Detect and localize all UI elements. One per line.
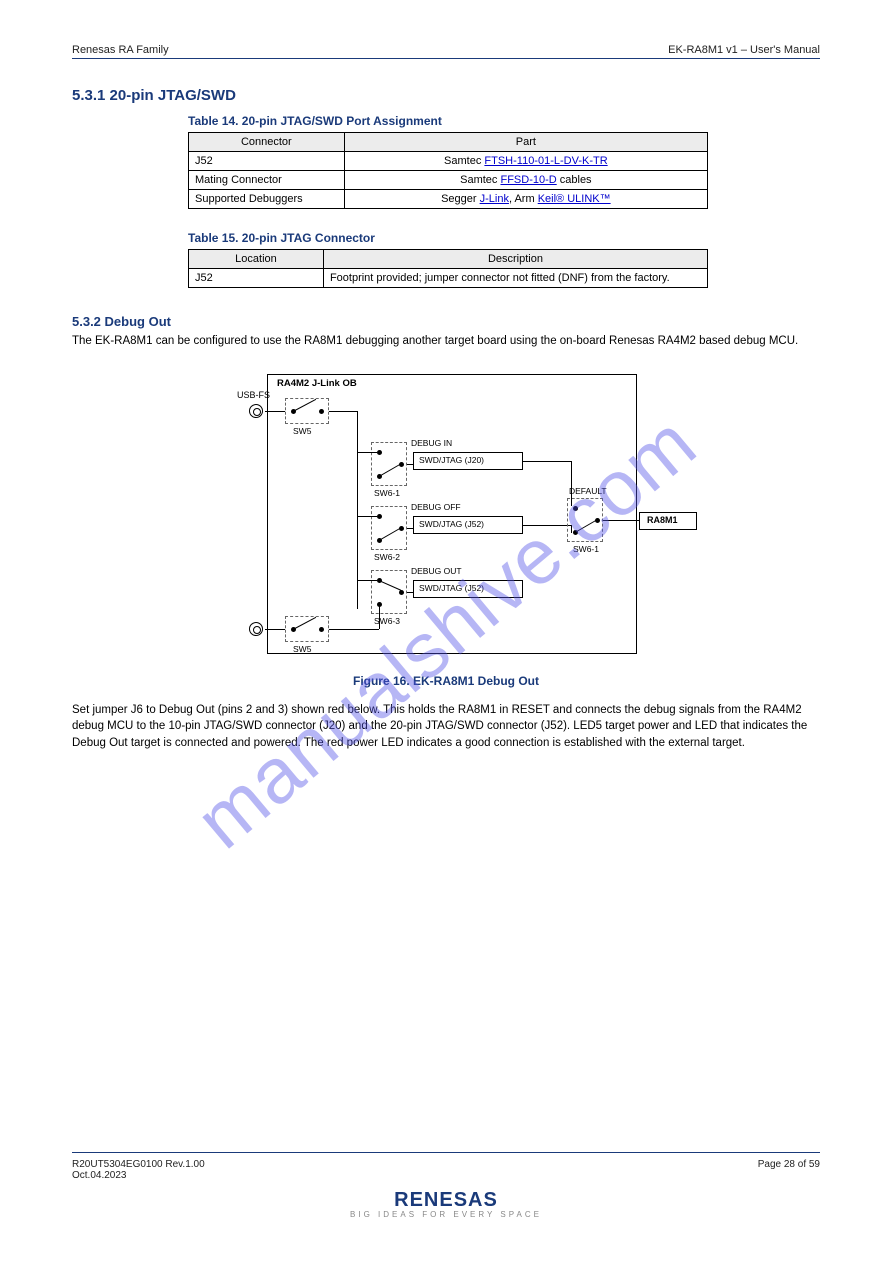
wire [357,580,377,581]
link-ffsd[interactable]: FFSD-10-D [500,174,556,186]
doc-date: Oct.04.2023 [72,1170,205,1181]
dbgoff-label: DEBUG OFF [411,502,461,512]
wire [265,629,285,630]
table-row: Connector Part [189,133,708,152]
header-right: EK-RA8M1 v1 – User's Manual [668,44,820,56]
footer-rule [72,1152,820,1153]
paragraph-2: Set jumper J6 to Debug Out (pins 2 and 3… [72,702,820,752]
table-row: J52 Footprint provided; jumper connector… [189,269,708,288]
text: Samtec [444,155,484,167]
coax-icon [249,622,263,636]
wire [523,525,571,526]
renesas-logo: RENESAS [394,1189,498,1212]
cell: Supported Debuggers [189,190,345,209]
footer-doc: R20UT5304EG0100 Rev.1.00 Oct.04.2023 [72,1159,205,1181]
table-row: Supported Debuggers Segger J-Link, Arm K… [189,190,708,209]
cell: Segger J-Link, Arm Keil® ULINK™ [344,190,707,209]
cell: Samtec FTSH-110-01-L-DV-K-TR [344,152,707,171]
figure-wrapper: RA4M2 J-Link OB USB-FS SW5 SW6-1 DEBUG I… [72,364,820,688]
table1: Connector Part J52 Samtec FTSH-110-01-L-… [188,132,708,209]
swd20b-label: SWD/JTAG (J52) [419,583,484,593]
subsection-heading: 5.3.2 Debug Out [72,314,820,329]
footer-row: R20UT5304EG0100 Rev.1.00 Oct.04.2023 Pag… [72,1159,820,1181]
table1-head2: Part [344,133,707,152]
table1-caption: Table 14. 20-pin JTAG/SWD Port Assignmen… [72,114,820,128]
wire [379,604,380,629]
header-rule [72,58,820,59]
table-row: Location Description [189,250,708,269]
header-left: Renesas RA Family [72,44,169,56]
paragraph-1: The EK-RA8M1 can be configured to use th… [72,333,820,350]
node [319,627,324,632]
text: Segger [441,193,480,205]
sw5-label: SW5 [293,426,311,436]
coax-icon [249,404,263,418]
cell: Footprint provided; jumper connector not… [323,269,707,288]
cell: Samtec FFSD-10-D cables [344,171,707,190]
swd10-label: SWD/JTAG (J20) [419,455,484,465]
link-ulink[interactable]: Keil® ULINK™ [538,193,611,205]
header-row: Renesas RA Family EK-RA8M1 v1 – User's M… [72,44,820,56]
node [377,450,382,455]
wire [357,452,377,453]
table-row: Mating Connector Samtec FFSD-10-D cables [189,171,708,190]
footer-page: Page 28 of 59 [758,1159,820,1181]
doc-id: R20UT5304EG0100 Rev.1.00 [72,1159,205,1170]
wire [329,629,379,630]
sw5b-label: SW5 [293,644,311,654]
node [319,409,324,414]
dbgin-label: DEBUG IN [411,438,452,448]
dbgout-label: DEBUG OUT [411,566,462,576]
wire [571,461,572,506]
sw6-2-label: SW6-2 [374,552,400,562]
node [573,506,578,511]
outer-label: RA4M2 J-Link OB [277,378,357,389]
table-row: J52 Samtec FTSH-110-01-L-DV-K-TR [189,152,708,171]
wire [407,464,413,465]
link-jlink[interactable]: J-Link [480,193,509,205]
diagram: RA4M2 J-Link OB USB-FS SW5 SW6-1 DEBUG I… [231,364,661,664]
wire [329,411,357,412]
node [377,514,382,519]
figure-caption: Figure 16. EK-RA8M1 Debug Out [72,674,820,688]
cell: J52 [189,269,324,288]
usb-label: USB-FS [237,390,270,400]
table1-head1: Connector [189,133,345,152]
text: Samtec [460,174,500,186]
table2-head1: Location [189,250,324,269]
cell: Mating Connector [189,171,345,190]
table2-caption: Table 15. 20-pin JTAG Connector [72,231,820,245]
default-label: DEFAULT [569,486,607,496]
section-heading: 5.3.1 20-pin JTAG/SWD [72,87,820,104]
wire [357,516,377,517]
wire [407,592,413,593]
wire [523,461,571,462]
cell: J52 [189,152,345,171]
footer-logo: RENESAS [72,1189,820,1212]
text: cables [557,174,592,186]
sw6-1-label: SW6-1 [374,488,400,498]
swd20-label: SWD/JTAG (J52) [419,519,484,529]
wire [265,411,285,412]
sw6-3-label: SW6-3 [374,616,400,626]
page-content: Renesas RA Family EK-RA8M1 v1 – User's M… [0,0,892,752]
sw6-right-label: SW6-1 [573,544,599,554]
footer: R20UT5304EG0100 Rev.1.00 Oct.04.2023 Pag… [72,1152,820,1219]
wire [603,520,639,521]
table2-head2: Description [323,250,707,269]
target-label: RA8M1 [647,515,678,525]
text: Arm [514,193,537,205]
footer-tagline: BIG IDEAS FOR EVERY SPACE [72,1210,820,1219]
wire [571,525,572,533]
table2: Location Description J52 Footprint provi… [188,249,708,288]
wire [407,528,413,529]
link-ftsh[interactable]: FTSH-110-01-L-DV-K-TR [484,155,607,167]
